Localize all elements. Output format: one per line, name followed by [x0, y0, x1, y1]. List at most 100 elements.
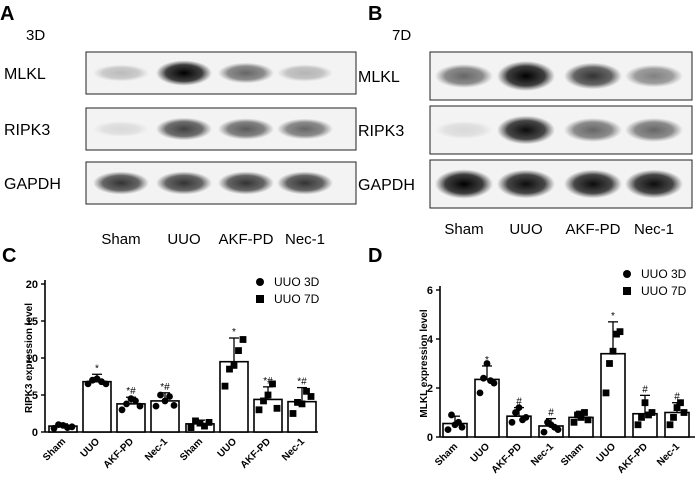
blot-band: [218, 118, 274, 140]
data-point: [187, 424, 195, 431]
blot-band: [93, 64, 149, 82]
blot-band: [435, 121, 493, 139]
bar: [474, 378, 500, 438]
blot-band: [218, 62, 274, 84]
data-point: [670, 414, 677, 421]
significance-marker: #: [548, 408, 554, 419]
data-point: [260, 397, 267, 405]
lane-label: Sham: [444, 221, 483, 238]
data-point: [157, 391, 164, 399]
data-point: [483, 360, 491, 367]
panel-d-letter: D: [368, 245, 382, 267]
data-point: [444, 426, 452, 434]
data-point: [307, 393, 315, 400]
data-point: [221, 382, 229, 390]
data-point: [68, 423, 76, 431]
blot-row-label: GAPDH: [358, 177, 415, 194]
blot-row-label: MLKL: [358, 69, 400, 86]
data-point: [132, 397, 139, 405]
data-point: [680, 409, 688, 416]
legend-marker: [623, 287, 631, 295]
data-point: [480, 374, 487, 382]
panel-c-chart: 0 5 10 15 20 RIPK3 expression level Sham * UUO *#…: [24, 275, 320, 471]
y-tick-label: 5: [32, 390, 38, 402]
legend-marker: [623, 270, 631, 278]
data-point: [298, 400, 306, 408]
data-point: [166, 393, 173, 400]
blot-row-label: GAPDH: [4, 176, 61, 193]
data-point: [255, 406, 263, 414]
lane-label: AKF-PD: [218, 231, 273, 248]
data-point: [230, 362, 238, 369]
data-point: [136, 402, 144, 410]
legend-label: UUO 7D: [274, 292, 320, 306]
category-label: Sham: [178, 436, 205, 463]
data-point: [196, 419, 204, 427]
legend-marker: [256, 295, 264, 303]
category-label: Sham: [559, 441, 586, 468]
blot-band: [156, 60, 212, 86]
data-point: [455, 418, 462, 426]
data-point: [273, 404, 281, 412]
blot-band: [564, 169, 622, 199]
blot-band: [156, 117, 212, 141]
panel-b-timepoint: 7D: [392, 27, 411, 44]
data-point: [205, 418, 213, 426]
data-point: [192, 417, 199, 425]
blot-band: [497, 169, 555, 199]
data-point: [645, 411, 652, 419]
data-point: [50, 424, 58, 432]
data-point: [677, 399, 684, 407]
data-point: [606, 360, 613, 367]
y-tick-label: 0: [427, 432, 433, 444]
data-point: [638, 414, 645, 421]
y-tick-label: 10: [26, 353, 38, 365]
category-label: AKF-PD: [490, 441, 524, 475]
data-point: [476, 389, 484, 397]
category-label: UUO: [595, 441, 619, 465]
data-point: [554, 426, 562, 434]
category-label: UUO: [469, 441, 493, 465]
lane-label: Sham: [101, 231, 140, 248]
data-point: [264, 391, 272, 399]
data-point: [490, 379, 498, 387]
blot-band: [93, 121, 149, 137]
data-point: [289, 410, 297, 417]
panel-b-letter: B: [368, 3, 382, 25]
data-point: [673, 404, 681, 411]
significance-marker: *#: [297, 377, 307, 388]
blot-band: [625, 169, 683, 199]
lane-label: UUO: [509, 221, 542, 238]
data-point: [239, 336, 247, 343]
data-point: [584, 416, 592, 424]
data-point: [522, 414, 530, 421]
y-tick-label: 0: [32, 427, 38, 439]
panel-a-western-blot: MLKL RIPK3 GAPDH Sham UUO AKF-PD Nec-1: [4, 51, 357, 248]
y-axis-label: MLKL expression level: [419, 309, 430, 417]
blot-band: [93, 171, 149, 195]
data-point: [235, 347, 242, 354]
data-point: [102, 380, 110, 388]
blot-band: [497, 115, 555, 145]
blot-band: [277, 64, 333, 82]
data-point: [152, 402, 160, 410]
lane-label: UUO: [167, 231, 200, 248]
data-point: [540, 428, 548, 436]
legend-label: UUO 3D: [274, 275, 320, 289]
y-tick-label: 20: [26, 279, 38, 291]
category-label: Nec-1: [529, 441, 556, 468]
data-point: [84, 380, 92, 388]
significance-marker: *#: [160, 382, 170, 393]
significance-marker: #: [516, 397, 522, 408]
significance-marker: #: [642, 384, 648, 395]
blot-band: [277, 171, 333, 195]
category-label: AKF-PD: [616, 441, 650, 475]
data-point: [574, 411, 581, 419]
legend-label: UUO 7D: [641, 284, 687, 298]
category-label: Nec-1: [280, 436, 307, 463]
data-point: [577, 414, 585, 421]
data-point: [515, 404, 523, 411]
significance-marker: #: [674, 392, 680, 403]
blot-row-label: MLKL: [4, 66, 46, 83]
blot-row-label: RIPK3: [358, 123, 404, 140]
